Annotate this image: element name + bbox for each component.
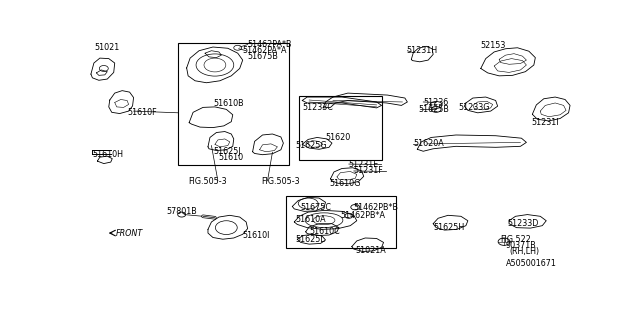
Text: 51625J: 51625J: [213, 147, 241, 156]
Text: FRONT: FRONT: [116, 228, 143, 237]
Text: 51233D: 51233D: [508, 219, 539, 228]
Text: 90371B: 90371B: [506, 241, 536, 250]
Text: 51625L: 51625L: [296, 235, 326, 244]
Bar: [286, 196, 396, 248]
Text: 51231I: 51231I: [531, 118, 559, 127]
Text: 51231F: 51231F: [354, 166, 383, 175]
Text: 51610B: 51610B: [213, 99, 244, 108]
Text: 51675C: 51675C: [301, 203, 332, 212]
Text: 51610G: 51610G: [329, 179, 360, 188]
Text: 51462PB*A: 51462PB*A: [340, 211, 385, 220]
Text: 51462PB*B: 51462PB*B: [354, 203, 399, 212]
Text: A505001671: A505001671: [506, 259, 556, 268]
Text: 51021A: 51021A: [355, 246, 386, 255]
Text: 51231H: 51231H: [406, 46, 438, 55]
Text: 51610A: 51610A: [296, 215, 326, 224]
Text: FIG.522: FIG.522: [500, 236, 531, 244]
Text: 51625B: 51625B: [419, 105, 449, 114]
Text: 51620A: 51620A: [413, 139, 444, 148]
Text: FIG.505-3: FIG.505-3: [261, 177, 300, 186]
Text: 51625G: 51625G: [296, 141, 328, 150]
Text: 57801B: 57801B: [167, 207, 198, 216]
Text: 51610H: 51610H: [92, 150, 124, 159]
Text: 51625H: 51625H: [433, 223, 465, 232]
Text: 51620: 51620: [326, 133, 351, 142]
Text: FIG.505-3: FIG.505-3: [188, 177, 227, 186]
Text: (RH,LH): (RH,LH): [509, 247, 539, 256]
Text: 51236: 51236: [423, 98, 449, 107]
Text: 51233C: 51233C: [302, 103, 333, 112]
Text: 52153: 52153: [481, 41, 506, 50]
Text: 51610I: 51610I: [243, 230, 270, 240]
Text: 51462PA*A: 51462PA*A: [243, 46, 287, 55]
Text: 51610F: 51610F: [127, 108, 157, 117]
Text: 51675B: 51675B: [248, 52, 278, 61]
Text: 51610: 51610: [218, 153, 243, 163]
Text: 51610C: 51610C: [309, 227, 340, 236]
Text: 51231E: 51231E: [349, 160, 379, 169]
Bar: [300, 96, 381, 160]
Text: 51233G: 51233G: [458, 103, 490, 112]
Text: 51462PA*B: 51462PA*B: [248, 40, 292, 49]
Text: 51021: 51021: [94, 43, 119, 52]
Bar: [178, 43, 289, 164]
